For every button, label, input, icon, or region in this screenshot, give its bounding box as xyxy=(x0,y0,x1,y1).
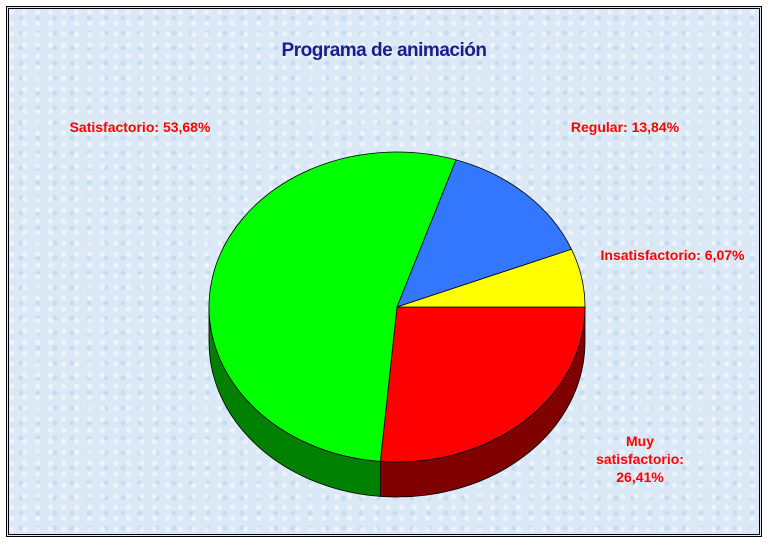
value-label: 53,68% xyxy=(162,119,211,135)
value-label: 13,84% xyxy=(631,119,680,135)
data-label: Muy satisfactorio: 26,41% xyxy=(585,432,695,486)
pie-slice xyxy=(379,306,586,463)
category-label: Insatisfactorio: xyxy=(600,247,701,263)
pie-slice xyxy=(396,159,573,308)
category-label: Satisfactorio: xyxy=(69,119,160,135)
value-label: 26,41% xyxy=(616,469,664,485)
data-label: Satisfactorio: 53,68% xyxy=(60,118,220,136)
data-label: Regular: 13,84% xyxy=(520,118,730,136)
category-label: Regular: xyxy=(570,119,628,135)
category-label: Muy satisfactorio: xyxy=(596,433,684,467)
pie-slice xyxy=(396,248,586,308)
pie-slice xyxy=(208,151,457,462)
chart-title: Programa de animación xyxy=(281,40,487,61)
value-label: 6,07% xyxy=(704,247,745,263)
data-label: Insatisfactorio: 6,07% xyxy=(600,246,745,264)
